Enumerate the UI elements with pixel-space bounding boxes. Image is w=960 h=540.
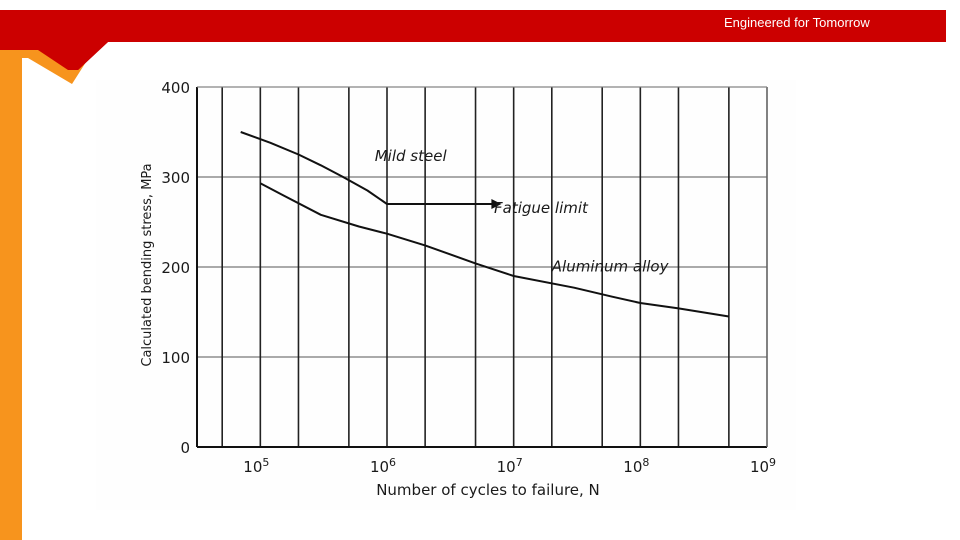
- header-red-band: [0, 10, 946, 70]
- x-tick-label: 107: [497, 456, 523, 476]
- x-tick-label: 106: [370, 456, 396, 476]
- annotation-fatigue-limit: Fatigue limit: [494, 199, 589, 217]
- fatigue-limit-arrowhead: [491, 199, 502, 209]
- y-tick-label: 300: [161, 169, 190, 187]
- y-axis-label: Calculated bending stress, MPa: [140, 163, 155, 366]
- chart-background: [96, 80, 796, 510]
- y-tick-label: 0: [180, 439, 190, 457]
- y-tick-label: 400: [161, 79, 190, 97]
- header-tagline: Engineered for Tomorrow: [724, 15, 870, 30]
- header-red-notch: [58, 42, 108, 70]
- label-layer: Number of cycles to failure, N Calculate…: [140, 147, 670, 499]
- y-tick-label: 100: [161, 349, 190, 367]
- x-tick-label: 105: [243, 456, 269, 476]
- y-tick-label: 200: [161, 259, 190, 277]
- axis-layer: 0 100 200 300 400 105 106 107 108 109: [161, 79, 776, 476]
- annotation-aluminum-alloy: Aluminum alloy: [551, 258, 670, 276]
- left-accent-strip: [0, 40, 22, 540]
- x-tick-label: 109: [750, 456, 776, 476]
- sn-curve-chart: 0 100 200 300 400 105 106 107 108 109 Number of c…: [96, 79, 796, 510]
- x-tick-label: 108: [623, 456, 649, 476]
- grid-layer: [197, 86, 768, 447]
- series-line-aluminum-alloy: [259, 182, 730, 318]
- series-layer: [240, 131, 730, 318]
- x-axis-label: Number of cycles to failure, N: [376, 481, 600, 499]
- annotation-mild-steel: Mild steel: [375, 147, 448, 165]
